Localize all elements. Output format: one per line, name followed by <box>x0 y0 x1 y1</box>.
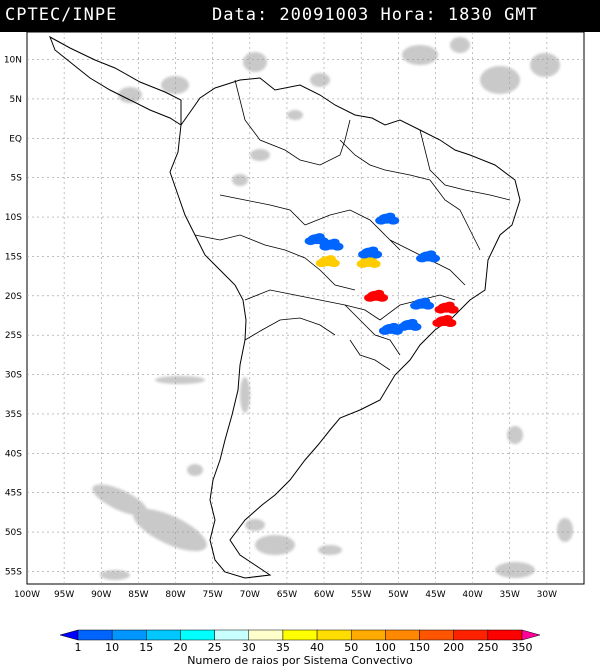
colorbar-segment <box>146 629 181 641</box>
lat-tick-label: 30S <box>5 371 22 381</box>
colorbar-label: 1 <box>75 641 82 654</box>
lon-tick-label: 35W <box>500 590 520 600</box>
lat-tick-label: 55S <box>5 567 22 577</box>
lightning-cluster <box>416 250 441 263</box>
lon-tick-label: 95W <box>54 590 74 600</box>
colorbar-label: 40 <box>310 641 324 654</box>
lat-tick-label: 35S <box>5 410 22 420</box>
colorbar-label: 100 <box>375 641 396 654</box>
lightning-cluster <box>364 289 389 302</box>
lon-tick-label: 55W <box>351 590 371 600</box>
lightning-cluster <box>432 314 457 327</box>
colorbar-label: 200 <box>443 641 464 654</box>
lightning-cluster <box>397 318 422 331</box>
lightning-cluster <box>315 255 340 268</box>
colorbar-caption: Numero de raios por Sistema Convectivo <box>187 654 413 667</box>
central-america-coastline <box>49 35 182 126</box>
lat-tick-label: 45S <box>5 489 22 499</box>
colorbar: 1 10 15 20 25 30 35 40 50 100 150 200 250 350 <box>59 629 541 654</box>
lon-tick-label: 70W <box>240 590 260 600</box>
source-label: CPTEC/INPE <box>5 5 118 25</box>
colorbar-label: 150 <box>409 641 430 654</box>
colorbar-segment <box>282 629 318 641</box>
lightning-cluster <box>319 238 344 251</box>
colorbar-label: 250 <box>477 641 498 654</box>
lat-tick-label: 40S <box>5 449 22 459</box>
lon-tick-label: 65W <box>277 590 297 600</box>
lightning-cluster <box>375 212 400 225</box>
lightning-cluster <box>304 233 329 246</box>
lightning-cluster <box>358 246 383 259</box>
lon-tick-label: 30W <box>537 590 557 600</box>
lat-tick-label: 10S <box>5 213 22 223</box>
colorbar-label: 20 <box>173 641 187 654</box>
colorbar-segment <box>487 629 523 641</box>
lon-tick-label: 45W <box>425 590 445 600</box>
colorbar-segment <box>453 629 489 641</box>
colorbar-segment <box>316 629 352 641</box>
colorbar-label: 350 <box>512 641 533 654</box>
lightning-cluster-layer <box>304 212 459 335</box>
colorbar-arrow-right <box>521 629 541 641</box>
colorbar-segment <box>350 629 386 641</box>
lat-tick-label: 50S <box>5 528 22 538</box>
datetime-label: Data: 20091003 Hora: 1830 GMT <box>212 5 538 25</box>
lat-tick-label: EQ <box>9 134 22 144</box>
colorbar-segment <box>111 629 147 641</box>
lat-tick-label: 20S <box>5 292 22 302</box>
country-borders <box>194 79 511 371</box>
lon-tick-label: 80W <box>165 590 185 600</box>
lon-tick-label: 50W <box>388 590 408 600</box>
colorbar-label: 15 <box>139 641 153 654</box>
lon-tick-label: 100W <box>14 590 40 600</box>
colorbar-arrow-left <box>59 629 79 641</box>
lon-tick-label: 90W <box>91 590 111 600</box>
cloud-imagery <box>92 37 573 580</box>
colorbar-label: 35 <box>276 641 290 654</box>
lon-tick-label: 60W <box>314 590 334 600</box>
colorbar-segment <box>214 629 250 641</box>
colorbar-label: 30 <box>242 641 256 654</box>
colorbar-segment <box>385 629 420 641</box>
colorbar-segment <box>419 629 454 641</box>
latitude-labels: 10N 5N EQ 5S 10S 15S 20S 25S 30S 35S 40S 45S 50S 55S <box>4 56 22 578</box>
colorbar-label: 25 <box>208 641 222 654</box>
longitude-labels: 100W 95W 90W 85W 80W 75W 70W 65W 60W 55W 50W 45W 40W… <box>14 590 557 600</box>
colorbar-label: 50 <box>344 641 358 654</box>
colorbar-segment <box>180 629 215 641</box>
lon-tick-label: 75W <box>202 590 222 600</box>
lightning-cluster <box>434 301 459 314</box>
colorbar-segment <box>248 629 284 641</box>
south-america-coastline <box>169 77 521 579</box>
colorbar-label: 10 <box>105 641 119 654</box>
lightning-cluster <box>410 297 435 310</box>
title-bar: CPTEC/INPE Data: 20091003 Hora: 1830 GMT <box>0 0 600 32</box>
lat-tick-label: 5N <box>10 95 22 105</box>
lon-tick-label: 40W <box>462 590 482 600</box>
lon-tick-label: 85W <box>128 590 148 600</box>
lat-tick-label: 10N <box>4 56 22 66</box>
colorbar-segment <box>77 629 113 641</box>
lat-tick-label: 15S <box>5 252 22 262</box>
lat-tick-label: 5S <box>11 174 23 184</box>
lat-tick-label: 25S <box>5 331 22 341</box>
